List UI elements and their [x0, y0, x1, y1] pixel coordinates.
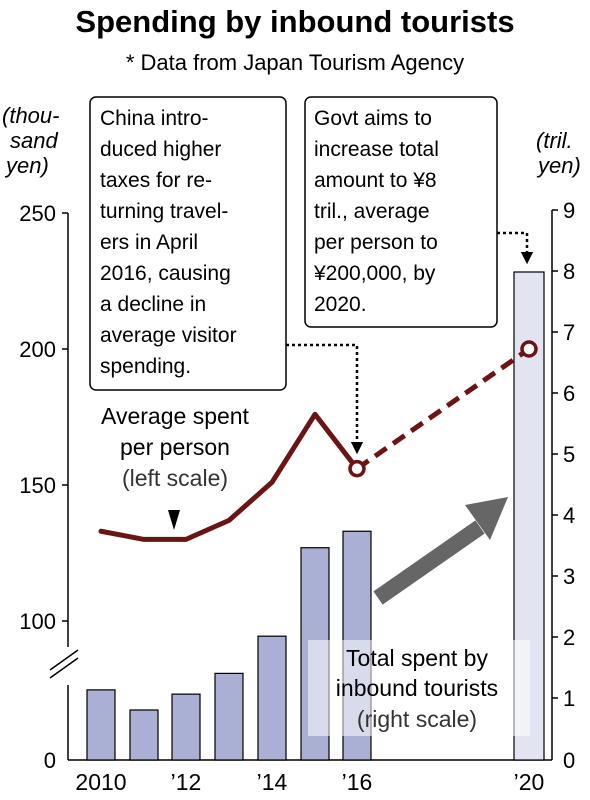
- left-axis-unit: (thou- sand yen): [2, 103, 59, 178]
- right-tick-label: 0: [563, 748, 575, 773]
- bar-series-label: Total spent by inbound tourists (right s…: [308, 640, 530, 736]
- left-tick-label: 100: [19, 609, 56, 634]
- x-tick-label: 2010: [75, 769, 126, 795]
- govt-note-line: 2020.: [314, 293, 367, 316]
- china-note-line: ers in April: [100, 231, 198, 254]
- right-tick-label: 2: [563, 625, 575, 650]
- chart-subtitle: * Data from Japan Tourism Agency: [126, 50, 464, 75]
- line-label-line-3: (left scale): [122, 465, 228, 491]
- bar-label-line-1: Total spent by: [346, 645, 488, 671]
- chart-title: Spending by inbound tourists: [75, 4, 514, 39]
- x-tick-label: ’16: [342, 769, 373, 795]
- right-tick-label: 6: [563, 381, 575, 406]
- left-tick-label: 0: [44, 748, 56, 773]
- left-tick-label: 150: [19, 473, 56, 498]
- china-note-line: taxes for re-: [100, 169, 212, 192]
- right-tick-label: 4: [563, 503, 575, 528]
- line-projection: [355, 346, 531, 471]
- china-note-line: average visitor: [100, 324, 237, 347]
- right-ticks: 9 8 7 6 5 4 3 2 1 0: [552, 198, 575, 773]
- right-tick-label: 5: [563, 442, 575, 467]
- right-tick-label: 7: [563, 320, 575, 345]
- govt-note-line: per person to: [314, 231, 438, 254]
- bar-label-line-3: (right scale): [357, 706, 477, 732]
- pointer-icon: [168, 510, 180, 530]
- right-tick-label: 1: [563, 686, 575, 711]
- bar-2012: [171, 693, 201, 761]
- china-note: China intro- duced higher taxes for re- …: [89, 96, 287, 391]
- left-unit-line-1: (thou-: [2, 103, 59, 128]
- right-tick-label: 3: [563, 564, 575, 589]
- x-ticks: 2010 ’12 ’14 ’16 ’20: [75, 769, 544, 795]
- china-note-line: China intro-: [100, 107, 209, 130]
- left-tick-label: 250: [19, 201, 56, 226]
- bar-2013: [214, 672, 244, 761]
- china-note-pointer: [286, 343, 364, 455]
- govt-note-line: tril., average: [314, 200, 430, 223]
- line-series: [98, 340, 538, 542]
- china-note-line: a decline in: [100, 293, 206, 316]
- bar-2011: [129, 709, 159, 761]
- govt-note-line: amount to ¥8: [314, 169, 437, 192]
- left-tick-label: 200: [19, 337, 56, 362]
- bar-label-line-2: inbound tourists: [336, 675, 498, 701]
- right-tick-label: 9: [563, 198, 575, 223]
- right-unit-line-2: yen): [536, 153, 581, 178]
- growth-arrow-icon: [373, 497, 508, 605]
- x-tick-label: ’12: [171, 769, 202, 795]
- right-axis-unit: (tril. yen): [536, 128, 581, 178]
- line-point-2020: [520, 340, 538, 358]
- bar-2010: [86, 689, 116, 761]
- right-tick-label: 8: [563, 259, 575, 284]
- bar-2014: [257, 635, 287, 761]
- govt-note-line: Govt aims to: [314, 107, 432, 130]
- left-ticks: 250 200 150 100 0: [19, 201, 68, 773]
- govt-note: Govt aims to increase total amount to ¥8…: [304, 96, 498, 328]
- china-note-line: duced higher: [100, 138, 221, 161]
- china-note-line: turning travel-: [100, 200, 228, 223]
- line-point-2016: [348, 459, 366, 478]
- govt-note-pointer: [497, 231, 534, 265]
- govt-note-line: ¥200,000, by: [313, 262, 436, 285]
- govt-note-line: increase total: [314, 138, 439, 161]
- line-label-line-2: per person: [120, 434, 230, 460]
- right-unit-line-1: (tril.: [536, 128, 573, 153]
- china-note-line: 2016, causing: [100, 262, 231, 285]
- x-tick-label: ’20: [514, 769, 545, 795]
- line-series-label: Average spent per person (left scale): [101, 403, 250, 530]
- axis-break-icon: [49, 649, 79, 679]
- left-unit-line-2: sand: [10, 128, 58, 153]
- line-actual: [98, 411, 360, 542]
- line-label-line-1: Average spent: [101, 403, 250, 429]
- china-note-line: spending.: [100, 355, 191, 378]
- left-unit-line-3: yen): [4, 153, 49, 178]
- x-tick-label: ’14: [257, 769, 288, 795]
